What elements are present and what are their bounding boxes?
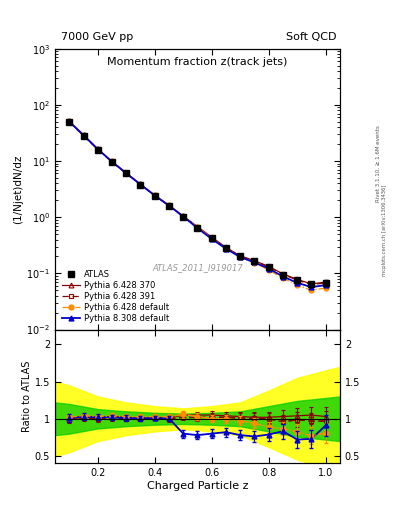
Text: 7000 GeV pp: 7000 GeV pp [61,32,133,42]
X-axis label: Charged Particle z: Charged Particle z [147,481,248,491]
Y-axis label: Ratio to ATLAS: Ratio to ATLAS [22,361,32,432]
Text: Momentum fraction z(track jets): Momentum fraction z(track jets) [107,57,288,67]
Y-axis label: (1/Njet)dN/dz: (1/Njet)dN/dz [13,155,24,224]
Legend: ATLAS, Pythia 6.428 370, Pythia 6.428 391, Pythia 6.428 default, Pythia 8.308 de: ATLAS, Pythia 6.428 370, Pythia 6.428 39… [59,267,172,326]
Text: Soft QCD: Soft QCD [286,32,336,42]
Text: ATLAS_2011_I919017: ATLAS_2011_I919017 [152,263,243,272]
Text: mcplots.cern.ch [arXiv:1306.3436]: mcplots.cern.ch [arXiv:1306.3436] [382,185,387,276]
Text: Rivet 3.1.10, ≥ 1.6M events: Rivet 3.1.10, ≥ 1.6M events [376,125,380,202]
